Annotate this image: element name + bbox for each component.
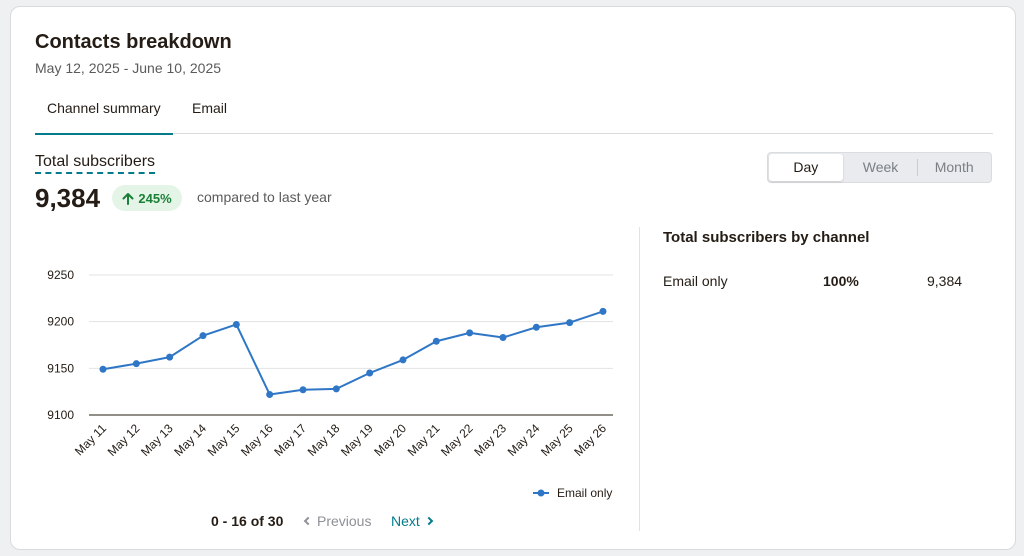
data-point [466, 329, 474, 337]
total-subscribers-label[interactable]: Total subscribers [35, 153, 156, 174]
data-point [232, 320, 240, 328]
data-point [199, 332, 207, 340]
channel-name: Email only [663, 273, 728, 289]
x-tick-label: May 17 [271, 421, 309, 459]
series-line [102, 310, 604, 396]
data-point [532, 323, 540, 331]
tab-bar: Channel summary Email [35, 100, 993, 135]
period-day-button[interactable]: Day [769, 154, 843, 181]
pagination-range: 0 - 16 of 30 [211, 513, 284, 529]
x-tick-label: May 26 [571, 421, 609, 459]
x-tick-label: May 16 [238, 421, 276, 459]
arrow-up-icon [122, 192, 134, 205]
x-tick-label: May 23 [471, 421, 509, 459]
channel-count: 9,384 [927, 273, 963, 289]
x-tick-label: May 24 [505, 421, 543, 459]
x-tick-label: May 20 [371, 421, 409, 459]
period-selector: Day Week Month [767, 152, 992, 183]
data-point [332, 385, 340, 393]
compare-text: compared to last year [197, 189, 332, 205]
data-point [166, 353, 174, 361]
data-point [266, 390, 274, 398]
data-point [299, 386, 307, 394]
total-subscribers-value: 9,384 [35, 183, 101, 213]
x-tick-label: May 18 [305, 421, 343, 459]
y-tick-label: 9250 [47, 268, 74, 282]
data-point [566, 319, 574, 327]
chevron-right-icon [424, 516, 434, 526]
tab-email[interactable]: Email [192, 100, 228, 116]
x-tick-label: May 14 [171, 421, 209, 459]
by-channel-title: Total subscribers by channel [663, 229, 870, 246]
y-tick-label: 9200 [47, 315, 74, 329]
channel-percent: 100% [823, 273, 859, 289]
next-label: Next [391, 513, 420, 529]
x-tick-label: May 13 [138, 421, 176, 459]
period-week-button[interactable]: Week [862, 159, 899, 175]
tab-channel-summary[interactable]: Channel summary [35, 100, 173, 135]
period-month-button[interactable]: Month [917, 153, 991, 182]
legend-swatch-point [537, 489, 545, 497]
chevron-left-icon [303, 516, 313, 526]
data-point [99, 365, 107, 373]
x-tick-label: May 21 [405, 421, 443, 459]
change-percent: 245% [138, 190, 172, 206]
card-title: Contacts breakdown [35, 31, 232, 53]
change-badge: 245% [112, 185, 182, 211]
y-tick-label: 9150 [47, 361, 74, 375]
legend-label: Email only [557, 486, 612, 500]
data-point [399, 356, 407, 364]
x-tick-label: May 25 [538, 421, 576, 459]
x-tick-label: May 12 [105, 421, 143, 459]
next-button[interactable]: Next [391, 513, 434, 529]
x-tick-label: May 15 [205, 421, 243, 459]
previous-button[interactable]: Previous [303, 513, 372, 529]
y-tick-label: 9100 [47, 408, 74, 422]
previous-label: Previous [317, 513, 372, 529]
data-point [132, 360, 140, 368]
data-point [432, 337, 440, 345]
data-point [499, 334, 507, 342]
x-tick-label: May 11 [72, 421, 109, 458]
contacts-breakdown-card: Contacts breakdown May 12, 2025 - June 1… [10, 6, 1016, 550]
date-range: May 12, 2025 - June 10, 2025 [35, 60, 222, 76]
data-point [599, 307, 607, 315]
data-point [366, 369, 374, 377]
section-divider [639, 227, 640, 531]
x-tick-label: May 22 [438, 421, 476, 459]
x-tick-label: May 19 [338, 421, 376, 459]
